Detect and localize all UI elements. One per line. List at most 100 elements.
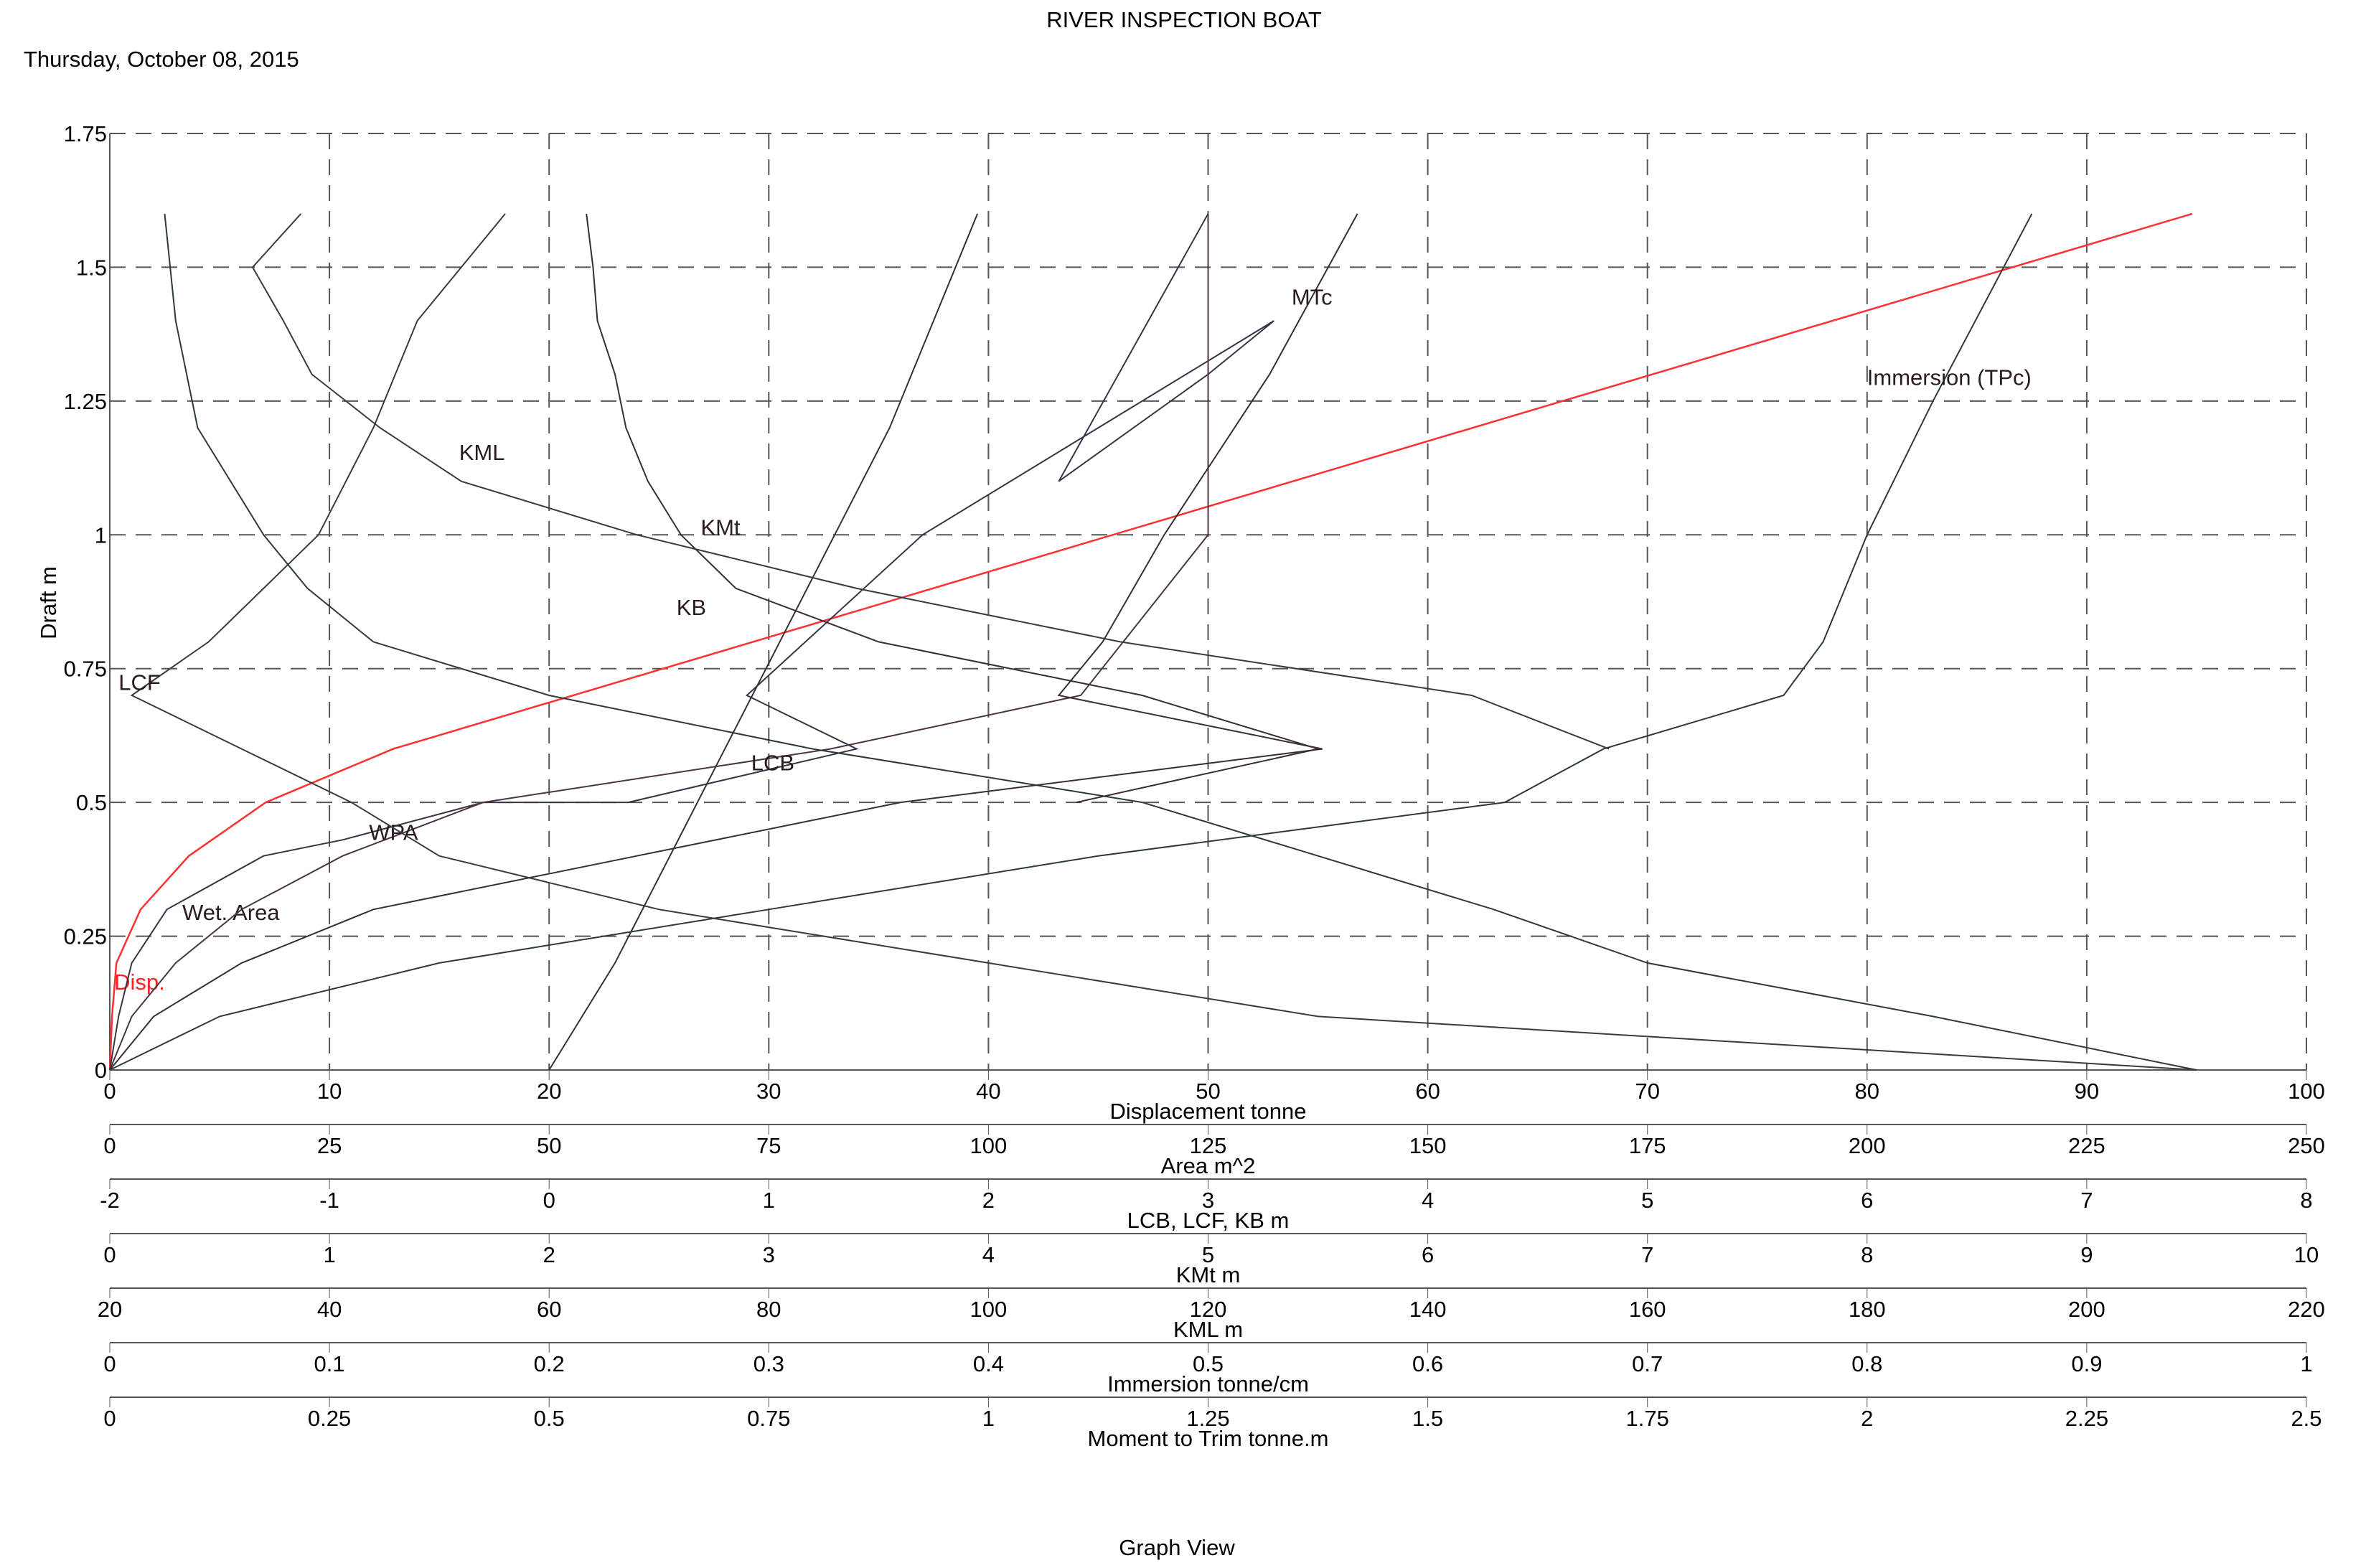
x-axis-label-lcb: LCB, LCF, KB m xyxy=(1127,1208,1290,1233)
y-tick-label: 0 xyxy=(95,1058,107,1083)
series-line-kmt xyxy=(586,213,1321,804)
x-tick-label-area: 250 xyxy=(2288,1133,2325,1158)
series-line-lcf xyxy=(130,213,2197,1071)
x-tick-label-lcb: 2 xyxy=(982,1188,995,1213)
series-line-mtc xyxy=(109,213,1358,1071)
x-tick-label-kml: 160 xyxy=(1629,1297,1666,1322)
x-tick-label-kmt: 8 xyxy=(1861,1242,1873,1267)
series-label-lcf: LCF xyxy=(118,670,161,695)
x-tick-label-mtc: 1 xyxy=(982,1406,995,1431)
x-tick-label-mtc: 0.5 xyxy=(534,1406,565,1431)
chart-title: RIVER INSPECTION BOAT xyxy=(1046,7,1322,32)
series-label-disp: Disp. xyxy=(114,970,165,995)
series-label-wpa: WPA xyxy=(369,820,418,845)
y-axis-label: Draft m xyxy=(36,566,61,639)
x-tick-label-kml: 120 xyxy=(1190,1297,1227,1322)
x-tick-label-lcb: 6 xyxy=(1861,1188,1873,1213)
x-tick-label-kml: 60 xyxy=(537,1297,561,1322)
x-tick-label-disp: 10 xyxy=(317,1079,342,1104)
y-tick-label: 0.25 xyxy=(64,924,107,949)
x-tick-label-area: 75 xyxy=(756,1133,781,1158)
x-tick-label-mtc: 1.25 xyxy=(1186,1406,1229,1431)
series-label-immersion-tpc: Immersion (TPc) xyxy=(1867,365,2032,390)
x-tick-label-area: 50 xyxy=(537,1133,561,1158)
y-tick-label: 0.75 xyxy=(64,657,107,682)
x-tick-label-mtc: 2 xyxy=(1861,1406,1873,1431)
y-tick-label: 1.75 xyxy=(64,121,107,146)
x-tick-label-mtc: 0.75 xyxy=(747,1406,790,1431)
x-tick-label-mtc: 2.25 xyxy=(2065,1406,2108,1431)
x-tick-label-kml: 20 xyxy=(98,1297,122,1322)
x-tick-label-lcb: 3 xyxy=(1202,1188,1214,1213)
x-tick-label-lcb: 5 xyxy=(1641,1188,1653,1213)
y-tick-label: 0.5 xyxy=(76,790,107,815)
x-tick-label-lcb: 0 xyxy=(543,1188,555,1213)
x-tick-label-mtc: 1.75 xyxy=(1626,1406,1669,1431)
x-tick-label-tpc: 0.9 xyxy=(2071,1351,2102,1376)
series-group: Disp. Wet. Area WPA LCF LCB KB KMt KML Immersion… xyxy=(108,212,2197,1071)
x-tick-label-tpc: 0.7 xyxy=(1632,1351,1663,1376)
x-tick-label-area: 25 xyxy=(317,1133,342,1158)
x-tick-label-area: 125 xyxy=(1190,1133,1227,1158)
x-tick-label-tpc: 0.2 xyxy=(534,1351,565,1376)
x-tick-label-tpc: 0.6 xyxy=(1412,1351,1443,1376)
x-tick-label-area: 225 xyxy=(2068,1133,2105,1158)
y-tick-label: 1.5 xyxy=(76,255,107,280)
x-tick-label-lcb: 1 xyxy=(763,1188,775,1213)
series-line-kml xyxy=(251,213,1610,750)
x-tick-label-kml: 140 xyxy=(1409,1297,1447,1322)
x-tick-label-area: 0 xyxy=(103,1133,116,1158)
x-tick-label-mtc: 0 xyxy=(103,1406,116,1431)
x-tick-label-kml: 220 xyxy=(2288,1297,2325,1322)
series-label-mtc: MTc xyxy=(1292,285,1333,310)
x-tick-label-kml: 100 xyxy=(970,1297,1008,1322)
series-line-wet-area xyxy=(109,213,1274,1071)
x-tick-label-disp: 60 xyxy=(1415,1079,1440,1104)
series-line-wpa xyxy=(109,213,1209,1071)
x-tick-label-kmt: 5 xyxy=(1202,1242,1214,1267)
x-tick-label-kmt: 4 xyxy=(982,1242,995,1267)
series-label-kmt: KMt xyxy=(700,515,740,540)
series-label-wet-area: Wet. Area xyxy=(182,900,280,925)
x-tick-label-area: 175 xyxy=(1629,1133,1666,1158)
x-tick-label-tpc: 1 xyxy=(2300,1351,2312,1376)
x-axis-label-disp: Displacement tonne xyxy=(1110,1099,1307,1124)
x-tick-label-kmt: 2 xyxy=(543,1242,555,1267)
x-tick-label-kmt: 1 xyxy=(323,1242,335,1267)
x-tick-label-lcb: -1 xyxy=(319,1188,339,1213)
x-tick-label-disp: 30 xyxy=(756,1079,781,1104)
x-tick-label-area: 200 xyxy=(1849,1133,1886,1158)
x-tick-label-kmt: 6 xyxy=(1422,1242,1434,1267)
series-line-lcb xyxy=(164,213,2197,1071)
x-tick-label-disp: 100 xyxy=(2288,1079,2325,1104)
x-tick-label-lcb: 7 xyxy=(2080,1188,2093,1213)
x-tick-label-disp: 70 xyxy=(1635,1079,1659,1104)
x-axis-label-kmt: KMt m xyxy=(1176,1262,1241,1287)
x-tick-label-kml: 200 xyxy=(2068,1297,2105,1322)
x-axis-label-kml: KML m xyxy=(1173,1317,1243,1342)
x-tick-label-tpc: 0.1 xyxy=(314,1351,345,1376)
series-label-kml: KML xyxy=(459,440,505,465)
x-tick-label-kmt: 3 xyxy=(763,1242,775,1267)
y-tick-label: 1 xyxy=(95,522,107,548)
graph-view-caption: Graph View xyxy=(1119,1535,1235,1560)
x-tick-label-disp: 80 xyxy=(1855,1079,1879,1104)
x-tick-label-lcb: 8 xyxy=(2300,1188,2312,1213)
x-axis-label-mtc: Moment to Trim tonne.m xyxy=(1088,1426,1329,1451)
x-tick-label-tpc: 0.5 xyxy=(1193,1351,1224,1376)
x-tick-label-lcb: -2 xyxy=(100,1188,120,1213)
x-tick-label-kmt: 7 xyxy=(1641,1242,1653,1267)
x-tick-label-tpc: 0.8 xyxy=(1851,1351,1882,1376)
x-tick-label-disp: 90 xyxy=(2075,1079,2099,1104)
x-tick-label-tpc: 0.4 xyxy=(973,1351,1004,1376)
y-tick-label: 1.25 xyxy=(64,389,107,414)
series-line-kb xyxy=(548,213,979,1071)
x-tick-label-kml: 180 xyxy=(1849,1297,1886,1322)
x-tick-label-area: 150 xyxy=(1409,1133,1447,1158)
series-label-lcb: LCB xyxy=(751,750,794,775)
x-tick-label-disp: 50 xyxy=(1196,1079,1220,1104)
report-date: Thursday, October 08, 2015 xyxy=(24,47,299,72)
x-tick-label-kml: 40 xyxy=(317,1297,342,1322)
